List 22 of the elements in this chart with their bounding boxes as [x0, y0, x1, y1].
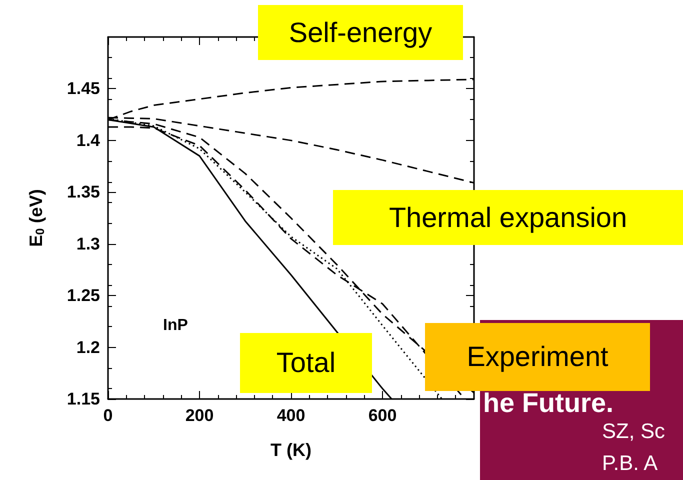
y-tick-label: 1.3 [76, 234, 100, 254]
annotation: InP [163, 317, 188, 335]
y-tick-label: 1.45 [66, 79, 100, 98]
y-axis-title: E0 (eV) [26, 189, 47, 247]
x-tick-label: 600 [368, 406, 397, 425]
text: SZ, Sc [602, 420, 666, 444]
label-box: Experiment [425, 323, 650, 391]
text: P.B. A [602, 452, 658, 476]
annotation: Experiment [466, 341, 608, 372]
x-tick-label: 200 [185, 406, 214, 425]
label-box: Total [240, 333, 372, 393]
x-axis-title: T (K) [270, 440, 312, 460]
y-tick-label: 1.25 [66, 286, 100, 306]
x-tick-label: 400 [276, 406, 306, 425]
y-tick-label: 1.15 [66, 390, 100, 408]
label-box: Self-energy [258, 5, 463, 60]
x-tick-label: 0 [103, 406, 113, 425]
y-tick-label: 1.2 [76, 338, 100, 357]
label-box: Thermal expansion [333, 190, 683, 245]
text: he Future. [483, 388, 614, 419]
y-tick-label: 1.4 [76, 130, 101, 150]
y-tick-label: 1.35 [66, 182, 100, 202]
